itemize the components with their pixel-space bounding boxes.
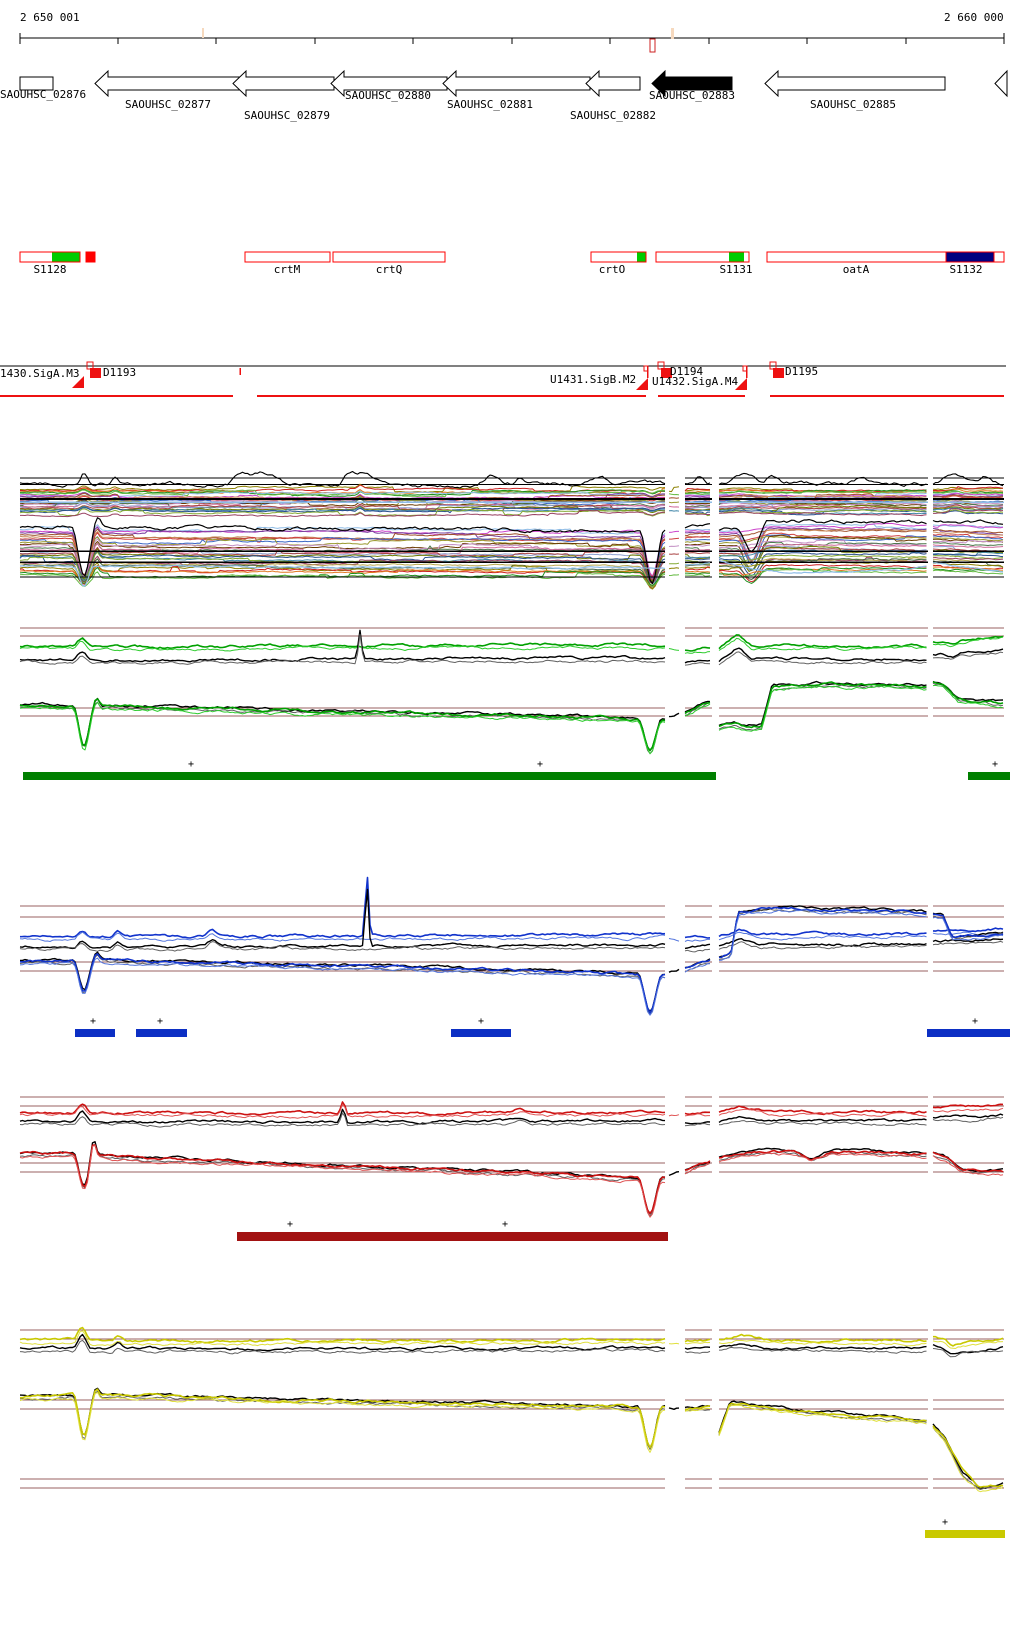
gene-arrow-saouhsc_02885[interactable] [764,69,946,98]
feature-subfill [52,252,80,262]
gene-label: SAOUHSC_02885 [809,98,897,111]
feature-subfill [637,252,646,262]
gene-label: SAOUHSC_02882 [569,109,657,122]
feature-box-crto[interactable] [590,251,647,263]
feature-box-s1128[interactable] [19,251,81,263]
tu-label-u1430-siga-m3: 1430.SigA.M3 [0,367,80,380]
feature-label: S1128 [33,263,67,276]
tu-label-d1194: D1194 [670,365,704,378]
gene-arrow-saouhsc_02876[interactable] [19,76,54,91]
tu-flag-pole-box [742,365,748,372]
gene-arrow-saouhsc_02881[interactable] [442,69,591,98]
feature-box-small[interactable] [85,251,96,263]
feature-box-fill [656,252,749,262]
feature-label: oatA [842,263,870,276]
tu-label-u1432-siga-m4: U1432.SigA.M4 [652,375,739,388]
gene-arrow-saouhsc_02882[interactable] [585,69,641,98]
feature-label: crtM [273,263,301,276]
blue-detection-bar [136,1029,187,1037]
feature-box-fill [767,252,946,262]
ruler-start-coordinate: 2 650 001 [20,11,80,24]
gene-arrow-saouhsc_02877[interactable] [94,69,248,98]
gene-arrow-saouhsc_02879[interactable] [232,69,335,98]
tu-terminator-box[interactable] [773,368,784,378]
tu-label-d1193: D1193 [103,366,137,379]
gene-arrow-saouhsc_02883[interactable] [651,69,733,98]
tu-terminator-box[interactable] [661,368,672,378]
red-plus-mark: + [501,1219,509,1230]
tu-terminator-box[interactable] [90,368,101,378]
tu-label-u1431-sigb-m2: U1431.SigB.M2 [550,373,637,386]
feature-box-crtm[interactable] [244,251,331,263]
green-detection-bar [968,772,1010,780]
expression-tracks [19,470,1004,590]
feature-label: S1132 [949,263,983,276]
blue-plus-mark: + [971,1016,979,1027]
blue-detection-bar [451,1029,511,1037]
gene-label: SAOUHSC_02883 [648,89,736,102]
yellow-plus-mark: + [941,1517,949,1528]
feature-subfill [729,252,744,262]
blue-plus-mark: + [89,1016,97,1027]
gene-label: SAOUHSC_02879 [243,109,331,122]
feature-box-small[interactable] [993,251,1005,263]
blue-plus-mark: + [156,1016,164,1027]
gene-label: SAOUHSC_02876 [0,88,87,101]
feature-box-fill [591,252,646,262]
gene-label: SAOUHSC_02877 [124,98,212,111]
feature-box-fill [86,252,95,262]
feature-label: crtQ [375,263,403,276]
feature-box-s1131[interactable] [655,251,750,263]
gene-arrow-partial[interactable] [994,69,1008,98]
transcription-unit-track [0,361,1006,397]
gene-track [19,69,1008,98]
feature-subfill [946,252,994,262]
green-plus-mark: + [187,759,195,770]
blue-track [19,876,1004,1016]
red-plus-mark: + [286,1219,294,1230]
red-track [19,1096,1004,1218]
blue-detection-bar [75,1029,115,1037]
gene-label: SAOUHSC_02881 [446,98,534,111]
ruler-peach-tick [202,28,204,38]
feature-box-crtq[interactable] [332,251,446,263]
yellow-track [19,1326,1004,1493]
green-plus-mark: + [536,759,544,770]
gene-label: SAOUHSC_02880 [344,89,432,102]
ruler-peach-tick [671,28,674,39]
feature-box-fill [994,252,1004,262]
green-track [19,627,1004,755]
blue-plus-mark: + [477,1016,485,1027]
green-detection-bar [23,772,716,780]
feature-box-fill [245,252,330,262]
tu-label-d1195: D1195 [785,365,819,378]
ruler-red-marker [649,38,656,53]
blue-detection-bar [927,1029,1010,1037]
red-detection-bar [237,1232,668,1241]
yellow-detection-bar [925,1530,1005,1538]
coordinate-ruler [19,28,1005,53]
detection-bars [23,772,1010,1538]
tu-flag-triangle[interactable] [72,376,84,388]
tu-flag-triangle[interactable] [735,378,747,390]
tu-flag-triangle[interactable] [636,378,648,390]
tu-flag-pole-box [643,365,649,372]
feature-box-fill [20,252,80,262]
feature-label: S1131 [719,263,753,276]
ruler-end-coordinate: 2 660 000 [944,11,1004,24]
feature-track [19,251,1005,263]
green-plus-mark: + [991,759,999,770]
feature-label: crtO [598,263,626,276]
feature-box-fill [333,252,445,262]
